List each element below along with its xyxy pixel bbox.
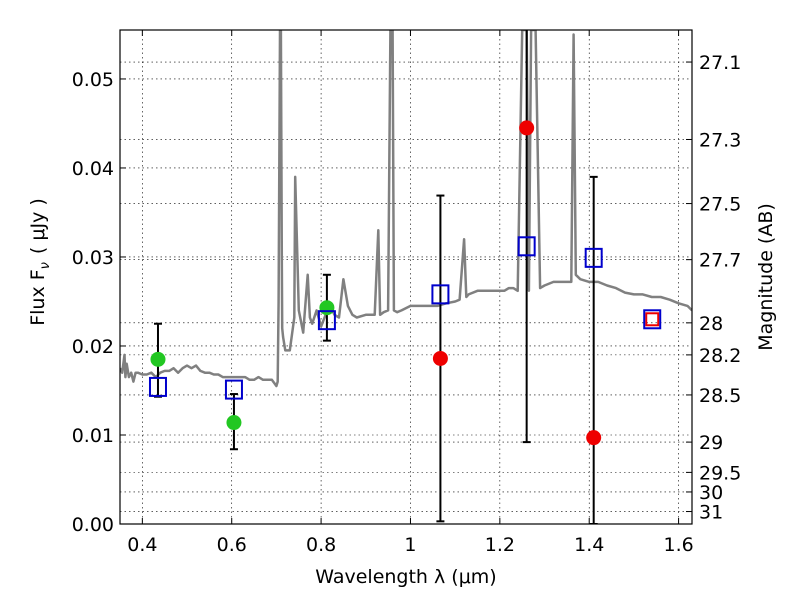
model-flux-square <box>584 247 603 268</box>
x-tick-label: 0.4 <box>127 534 157 556</box>
axis-ticks: 0.4 0.6 0.8 1 1.2 1.4 1.6 0.00 0.01 0.02 0.03 0.04 0… <box>72 30 741 556</box>
plot-frame <box>119 29 693 525</box>
y-tick-label: 0.04 <box>72 158 114 180</box>
y-tick-label: 0.01 <box>72 425 114 447</box>
observed-flux-point <box>226 415 242 431</box>
y2-tick-label: 28 <box>699 313 723 335</box>
y2-tick-label: 29 <box>699 432 723 454</box>
model-flux-square <box>517 236 536 257</box>
x-tick-label: 1.4 <box>574 534 604 556</box>
y-tick-label: 0.05 <box>72 69 114 91</box>
y2-tick-label: 29.5 <box>699 462 741 484</box>
y2-tick-label: 27.5 <box>699 194 741 216</box>
y-axis-label: Flux Fν ( μJy ) <box>27 198 53 326</box>
model-flux-square <box>431 284 450 305</box>
plot-area <box>120 30 692 524</box>
grid-lines <box>120 30 692 525</box>
x-tick-label: 1.6 <box>663 534 693 556</box>
y-tick-label: 0.03 <box>72 247 114 269</box>
model-flux-square <box>317 310 336 331</box>
model-spectrum-line <box>120 30 692 388</box>
y2-axis-label: Magnitude (AB) <box>755 203 777 351</box>
y2-tick-label: 28.5 <box>699 385 741 407</box>
y2-tick-label: 27.7 <box>699 250 741 272</box>
y-axis-label-main: Flux F <box>27 269 49 325</box>
y-tick-label: 0.02 <box>72 336 114 358</box>
y-tick-label: 0.00 <box>72 514 114 536</box>
observed-flux-point <box>432 350 448 366</box>
x-axis-label: Wavelength λ (μm) <box>315 566 496 588</box>
observed-flux-point <box>519 120 535 136</box>
model-flux-square <box>224 379 243 400</box>
x-tick-label: 0.8 <box>306 534 336 556</box>
y2-tick-label: 31 <box>699 502 723 524</box>
observed-flux-point <box>150 351 166 367</box>
plot-content <box>120 30 692 524</box>
model-flux-square <box>148 376 167 397</box>
y2-tick-label: 30 <box>699 482 723 504</box>
y2-tick-label: 27.3 <box>699 129 741 151</box>
x-tick-label: 1 <box>404 534 416 556</box>
observed-flux-square <box>645 312 660 327</box>
y2-tick-label: 28.2 <box>699 345 741 367</box>
y2-tick-label: 27.1 <box>699 52 741 74</box>
observed-flux-point <box>319 300 335 316</box>
observed-flux-point <box>586 430 602 446</box>
x-tick-label: 0.6 <box>217 534 247 556</box>
model-flux-square <box>643 309 662 330</box>
y-axis-label-unit: ( μJy ) <box>27 198 49 254</box>
x-tick-label: 1.2 <box>485 534 515 556</box>
y-axis-label-subscript: ν <box>38 262 53 269</box>
